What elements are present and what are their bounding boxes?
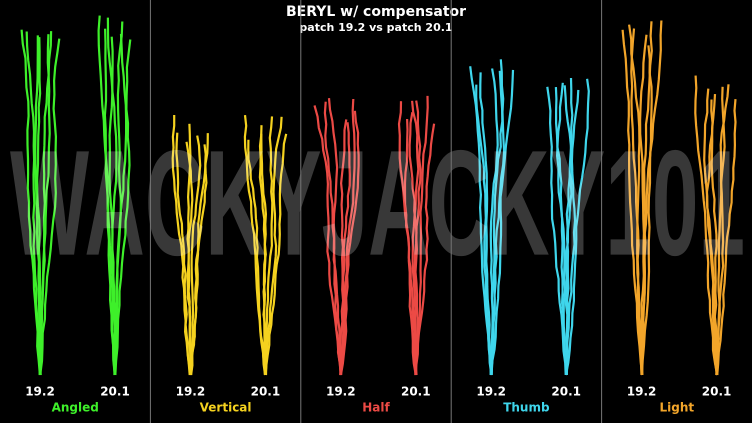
spray-line: [247, 139, 267, 376]
spray-line: [190, 144, 208, 376]
spray-line: [264, 116, 274, 376]
spray-line: [260, 133, 267, 376]
title: BERYL w/ compensator: [286, 4, 466, 20]
spray-line: [175, 132, 192, 376]
spray-line: [565, 89, 580, 376]
spray-line: [114, 33, 128, 376]
spray-layer: [20, 15, 737, 376]
patch-label: 20.1: [702, 385, 732, 399]
spray-line: [564, 78, 590, 376]
spray-line: [113, 21, 124, 376]
spray-line: [565, 77, 574, 375]
spray-line: [490, 59, 506, 376]
watermark: WACKYJACKY101: [10, 119, 745, 287]
patch-label: 19.2: [476, 385, 506, 399]
spray-line: [479, 72, 493, 376]
spray-line: [103, 28, 116, 376]
patch-label: 19.2: [25, 385, 55, 399]
patch-label: 19.2: [176, 385, 206, 399]
grip-label: Half: [362, 401, 390, 415]
spray-line: [185, 141, 194, 376]
spray-line: [411, 100, 420, 375]
subtitle: patch 19.2 vs patch 20.1: [299, 21, 452, 34]
patch-label: 20.1: [251, 385, 281, 399]
spray-line: [106, 17, 118, 376]
patch-label: 20.1: [551, 385, 581, 399]
spray-line: [39, 38, 61, 376]
spray-line: [640, 45, 653, 376]
spray-line: [694, 75, 719, 376]
spray-line: [710, 94, 719, 376]
spray-line: [715, 84, 730, 376]
spray-line: [327, 98, 343, 376]
spray-line: [171, 115, 191, 376]
spray-line: [414, 95, 429, 376]
spray-line: [621, 29, 644, 376]
patch-label: 20.1: [401, 385, 431, 399]
spray-line: [264, 116, 283, 376]
spray-line: [339, 98, 356, 376]
spray-line: [39, 34, 51, 376]
spray-line: [339, 122, 351, 376]
patch-label: 20.1: [100, 385, 130, 399]
spray-line: [264, 133, 288, 376]
grip-label: Thumb: [503, 401, 550, 415]
patch-label: 19.2: [627, 385, 657, 399]
spray-line: [403, 118, 417, 376]
grip-label: Angled: [52, 401, 99, 415]
spray-line: [25, 31, 42, 376]
spray-line: [114, 39, 132, 376]
patch-label: 19.2: [326, 385, 356, 399]
spray-line: [703, 88, 718, 376]
grip-label: Light: [659, 401, 694, 415]
spray-line: [490, 69, 515, 376]
spray-line: [339, 110, 360, 376]
spray-line: [716, 99, 737, 376]
spray-line: [639, 34, 648, 376]
spray-line: [189, 135, 202, 376]
grip-label: Vertical: [200, 401, 252, 415]
spray-line: [628, 24, 643, 376]
spray-line: [475, 84, 493, 376]
spray-line: [34, 35, 41, 376]
spray-line: [556, 82, 568, 376]
spray-line: [414, 123, 436, 376]
spray-line: [640, 20, 663, 376]
